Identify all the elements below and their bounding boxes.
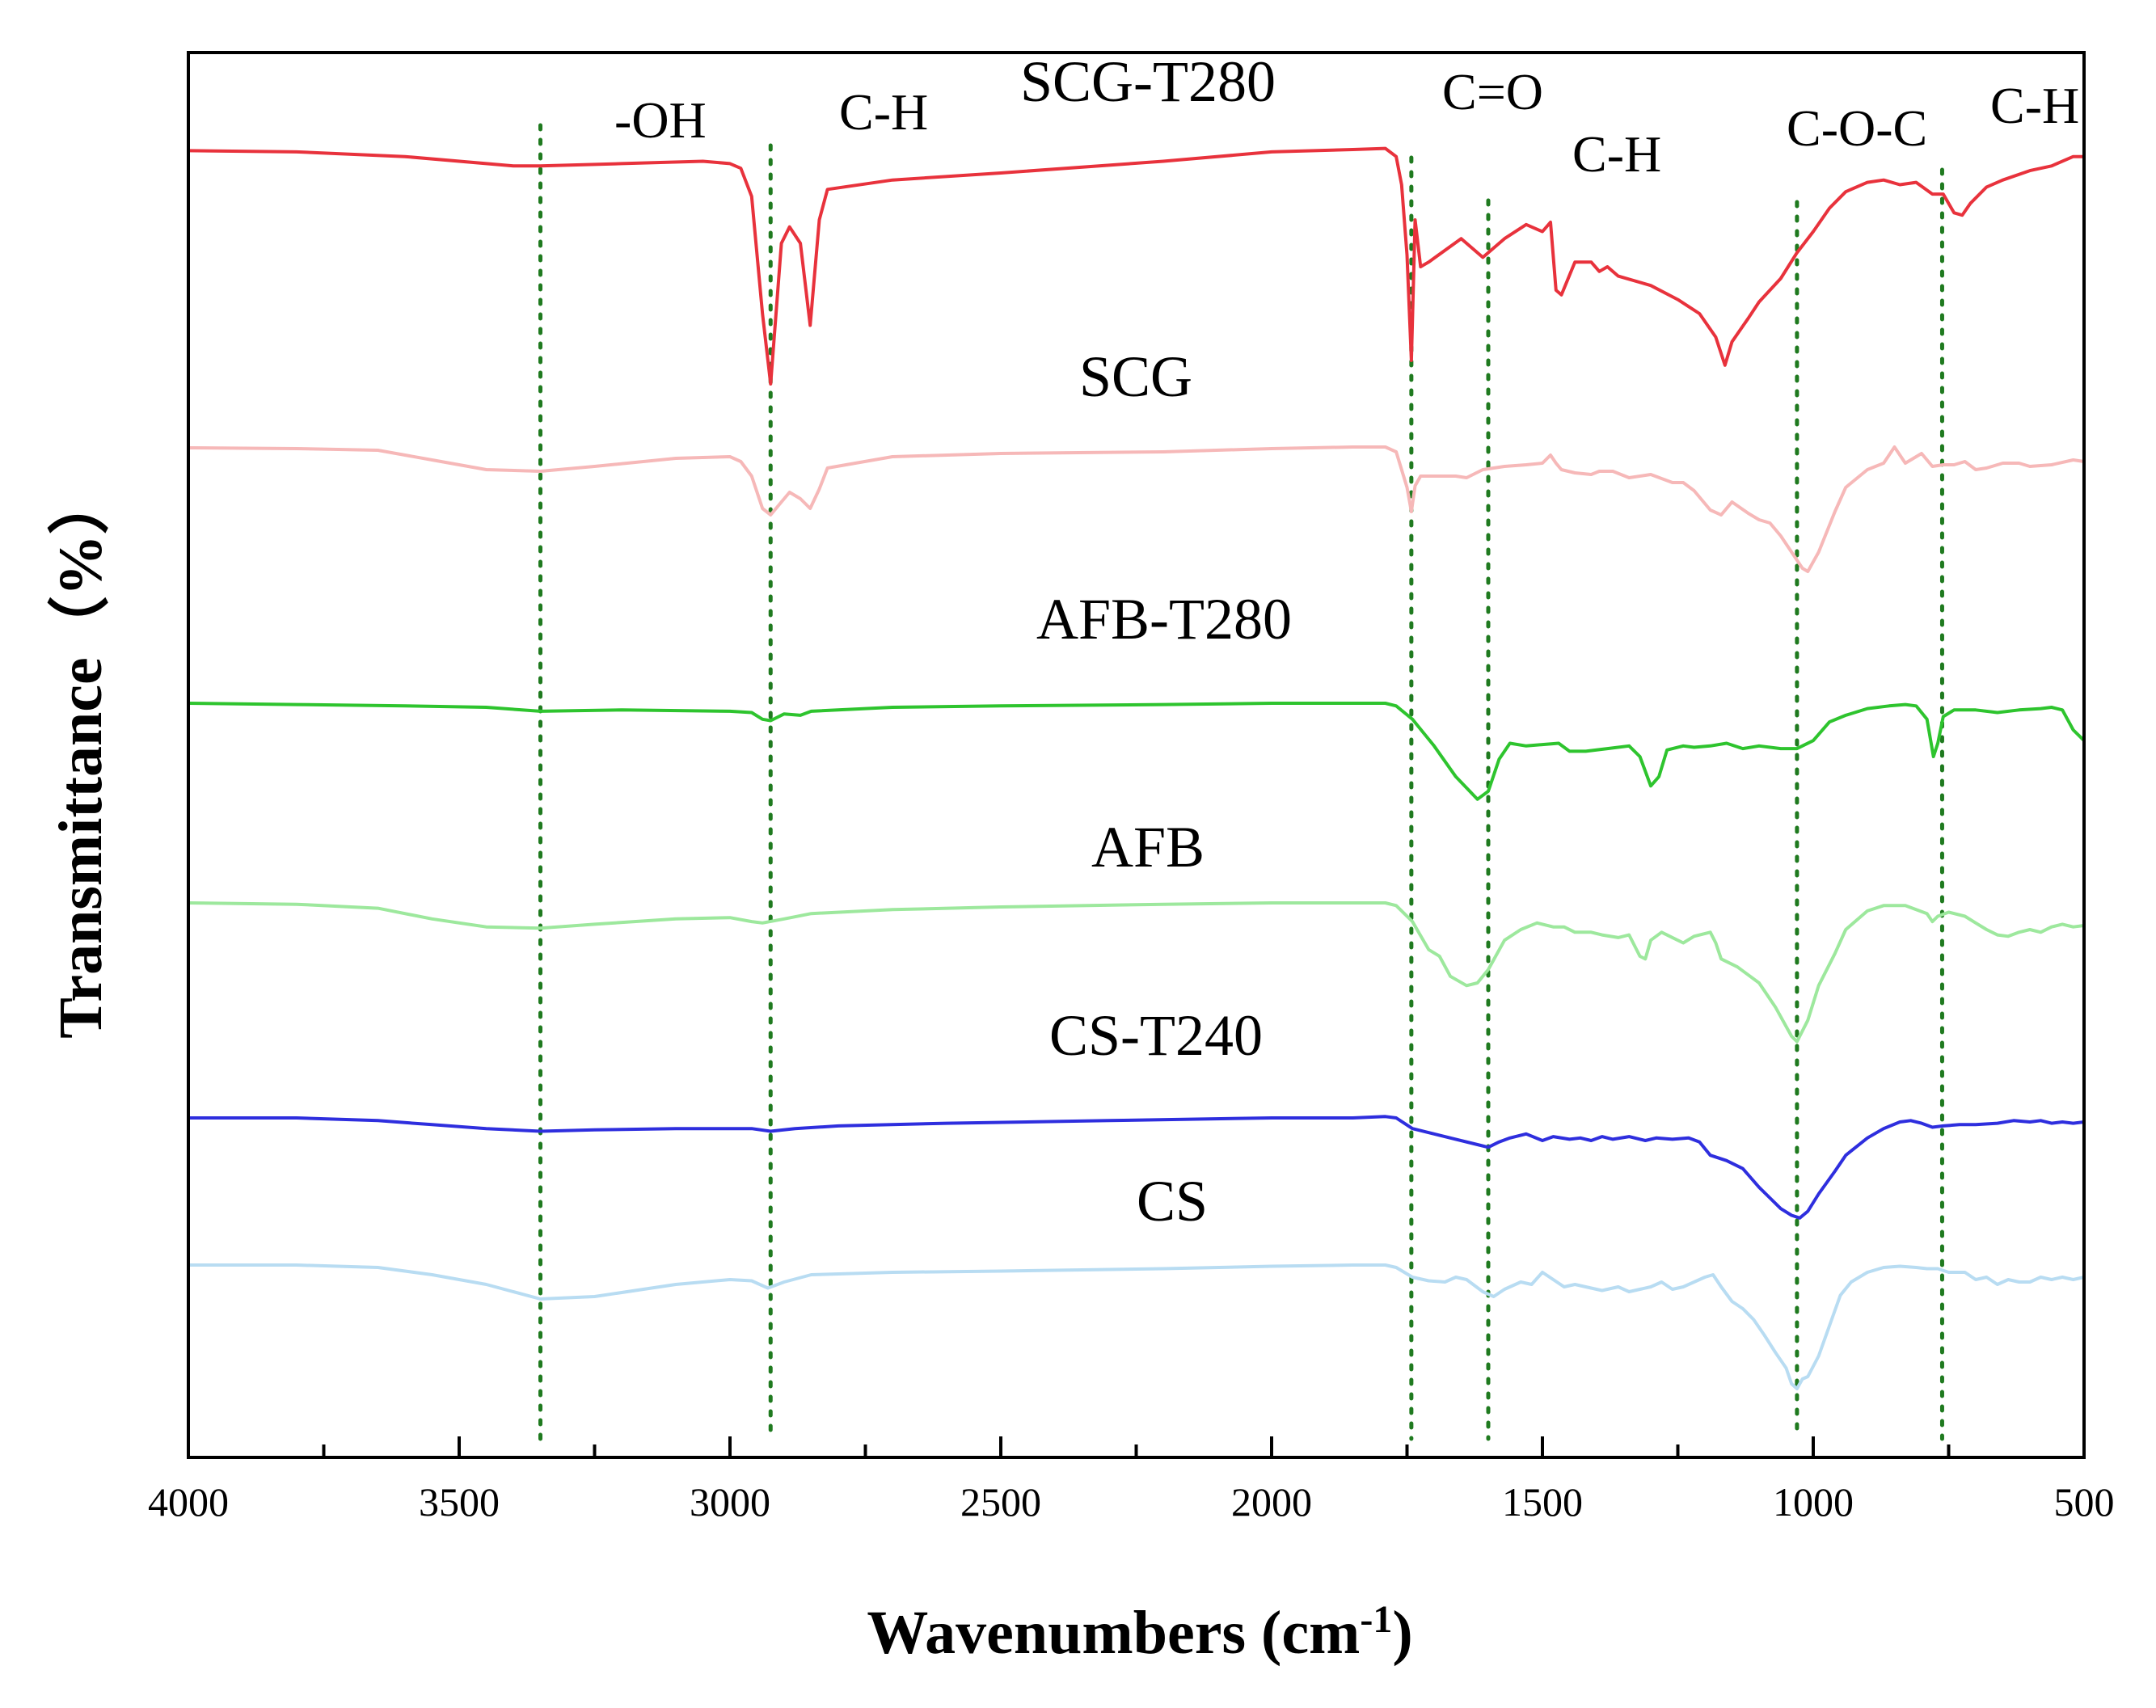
series-label: SCG bbox=[1079, 344, 1192, 409]
band-label: -OH bbox=[614, 91, 707, 149]
series-line bbox=[188, 901, 2085, 1044]
series-group bbox=[188, 146, 2086, 1390]
series-line bbox=[188, 1263, 2085, 1390]
series-line bbox=[188, 1115, 2085, 1220]
band-label: C=O bbox=[1442, 63, 1543, 120]
series-label: CS bbox=[1137, 1169, 1208, 1234]
x-tick-label: 2000 bbox=[1231, 1479, 1312, 1525]
series-line bbox=[188, 702, 2086, 801]
x-tick-label: 2500 bbox=[960, 1479, 1041, 1525]
x-tick-label: 3500 bbox=[419, 1479, 500, 1525]
series-line bbox=[188, 146, 2084, 386]
x-axis-title: Wavenumbers (cm-1) bbox=[867, 1598, 1412, 1668]
x-tick-label: 4000 bbox=[148, 1479, 229, 1525]
series-label: CS-T240 bbox=[1049, 1003, 1263, 1068]
x-axis-title-main: Wavenumbers (cm bbox=[867, 1599, 1360, 1667]
series-label: AFB bbox=[1091, 815, 1205, 879]
x-axis-ticks: 4000 3500 3000 2500 2000 1500 1000 500 bbox=[148, 1436, 2115, 1525]
band-label: C-H bbox=[839, 83, 928, 141]
band-label: C-O-C bbox=[1787, 99, 1927, 157]
series-line bbox=[188, 445, 2085, 573]
x-axis-title-close: ) bbox=[1392, 1599, 1412, 1667]
x-tick-label: 3000 bbox=[690, 1479, 770, 1525]
annotation-labels: -OH C-H C=O C-H C-O-C C-H SCG-T280 SCG AFB-T280 A… bbox=[614, 49, 2079, 1234]
band-label: C-H bbox=[1572, 125, 1661, 183]
reference-lines bbox=[538, 123, 1944, 1441]
plot-frame bbox=[187, 51, 2086, 1459]
band-label: C-H bbox=[1990, 77, 2079, 134]
x-tick-label: 1000 bbox=[1773, 1479, 1854, 1525]
x-tick-label: 1500 bbox=[1502, 1479, 1583, 1525]
y-axis-title: Transmittance（%） bbox=[47, 473, 115, 1038]
x-axis-title-superscript: -1 bbox=[1360, 1598, 1392, 1641]
series-label: AFB-T280 bbox=[1036, 587, 1292, 652]
series-label: SCG-T280 bbox=[1020, 49, 1276, 114]
x-tick-label: 500 bbox=[2054, 1479, 2115, 1525]
